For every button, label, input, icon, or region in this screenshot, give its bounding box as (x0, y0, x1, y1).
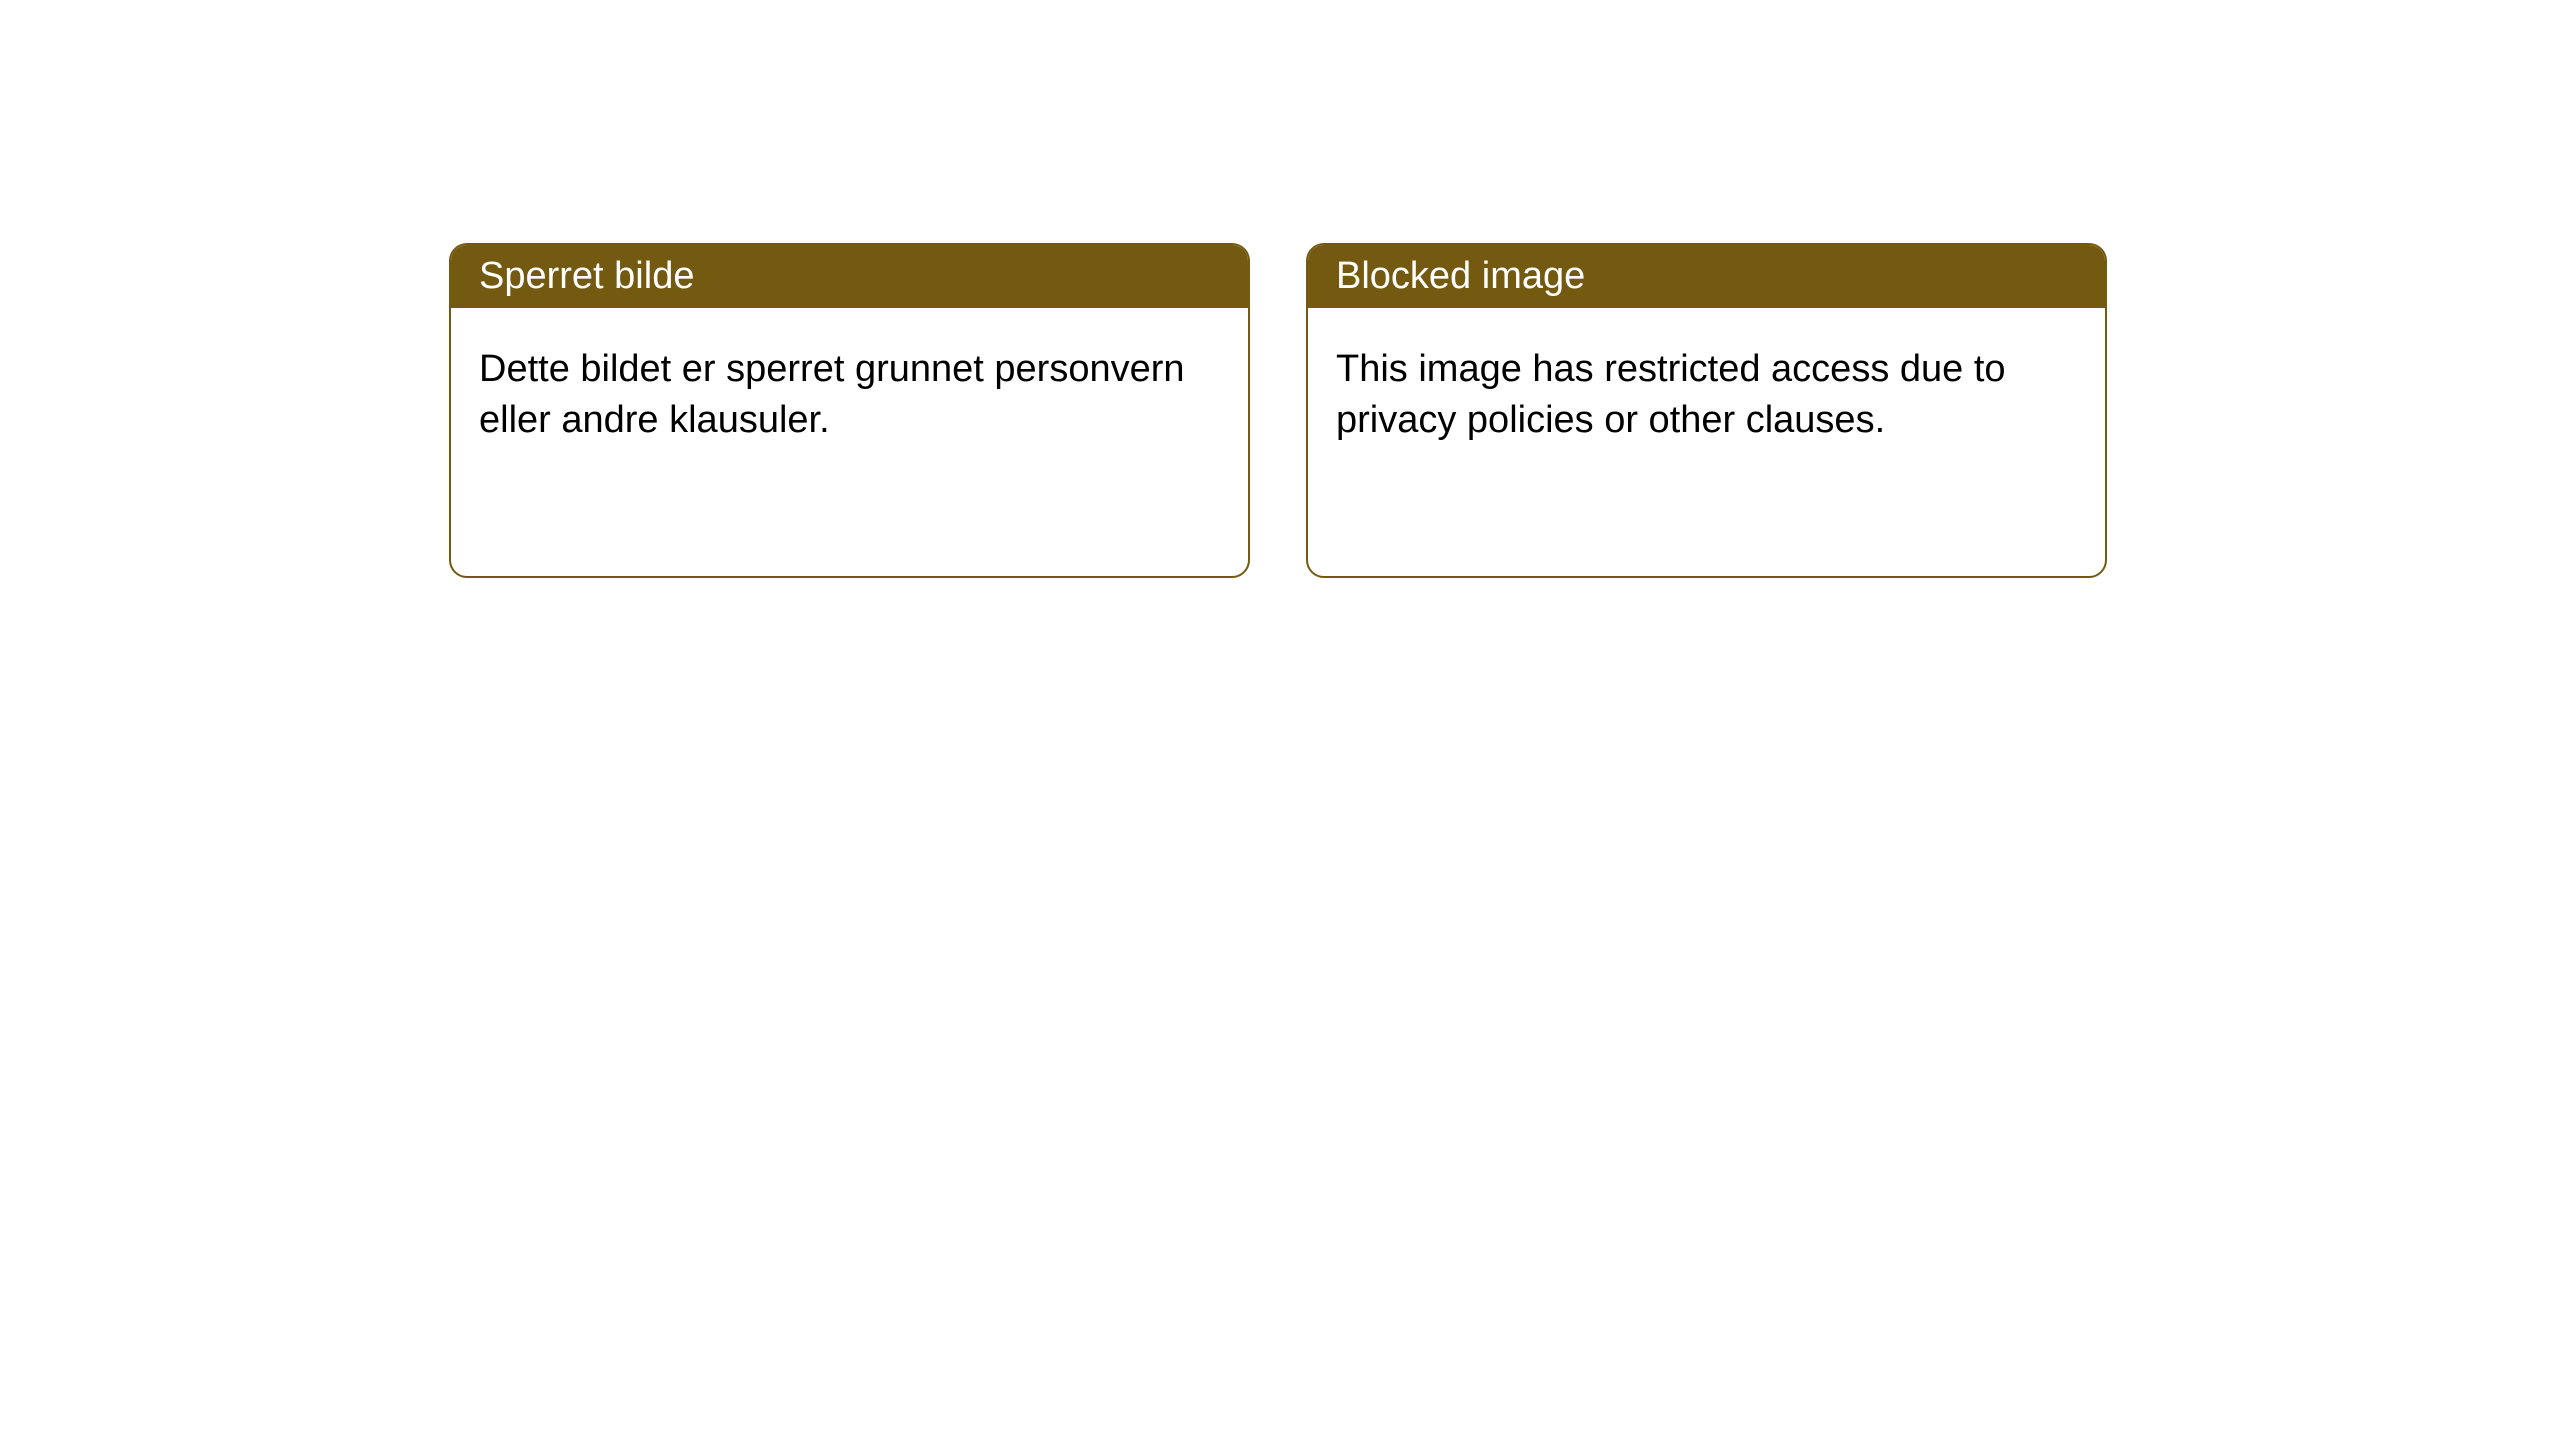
notice-container: Sperret bilde Dette bildet er sperret gr… (0, 0, 2560, 578)
card-body-text: This image has restricted access due to … (1336, 348, 2006, 441)
card-body-text: Dette bildet er sperret grunnet personve… (479, 348, 1185, 441)
notice-card-norwegian: Sperret bilde Dette bildet er sperret gr… (449, 243, 1250, 578)
card-header: Sperret bilde (451, 245, 1248, 308)
card-title: Blocked image (1336, 255, 1585, 297)
card-body: Dette bildet er sperret grunnet personve… (451, 308, 1248, 483)
card-title: Sperret bilde (479, 255, 694, 297)
notice-card-english: Blocked image This image has restricted … (1306, 243, 2107, 578)
card-header: Blocked image (1308, 245, 2105, 308)
card-body: This image has restricted access due to … (1308, 308, 2105, 483)
